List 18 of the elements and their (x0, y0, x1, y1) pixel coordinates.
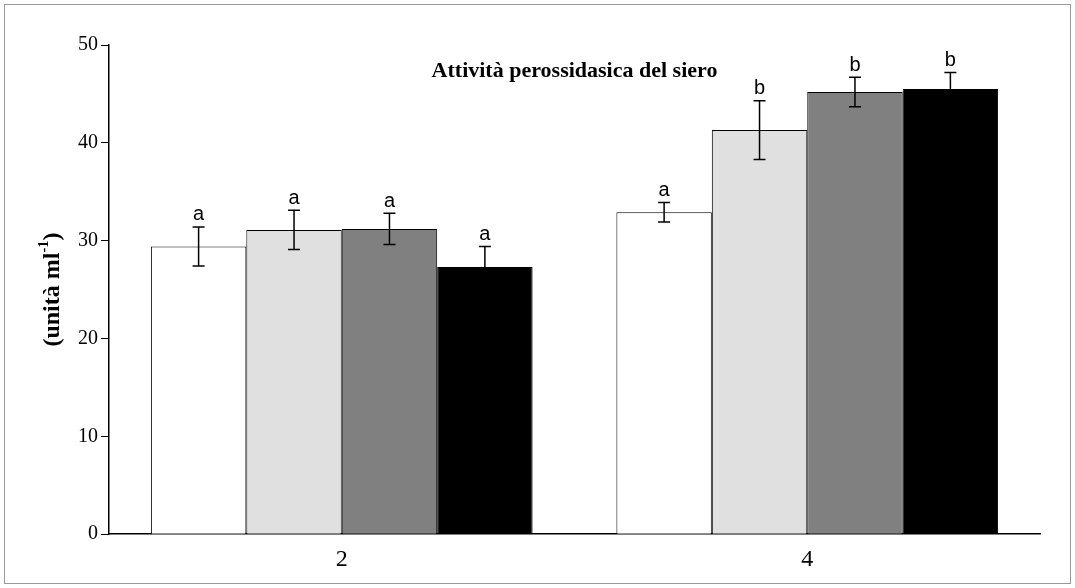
data-label: a (193, 202, 206, 225)
data-label: a (658, 178, 671, 201)
y-tick-label: 0 (88, 521, 98, 544)
data-label: a (383, 188, 396, 211)
data-label: b (753, 76, 766, 99)
y-tick-label: 50 (78, 32, 98, 55)
data-label: b (944, 47, 956, 70)
x-tick-label: 2 (335, 544, 348, 571)
y-axis-title: (unità ml-1) (35, 232, 65, 347)
data-label: a (288, 185, 301, 208)
y-tick-label: 30 (78, 227, 98, 250)
y-tick-label: 40 (78, 130, 98, 153)
y-tick-label: 10 (78, 423, 98, 446)
data-label: a (479, 222, 492, 245)
data-label: b (849, 52, 861, 75)
y-tick-label: 20 (78, 325, 98, 348)
text: Attività perossidasica del siero (431, 56, 718, 82)
x-tick-label: 4 (801, 544, 814, 571)
